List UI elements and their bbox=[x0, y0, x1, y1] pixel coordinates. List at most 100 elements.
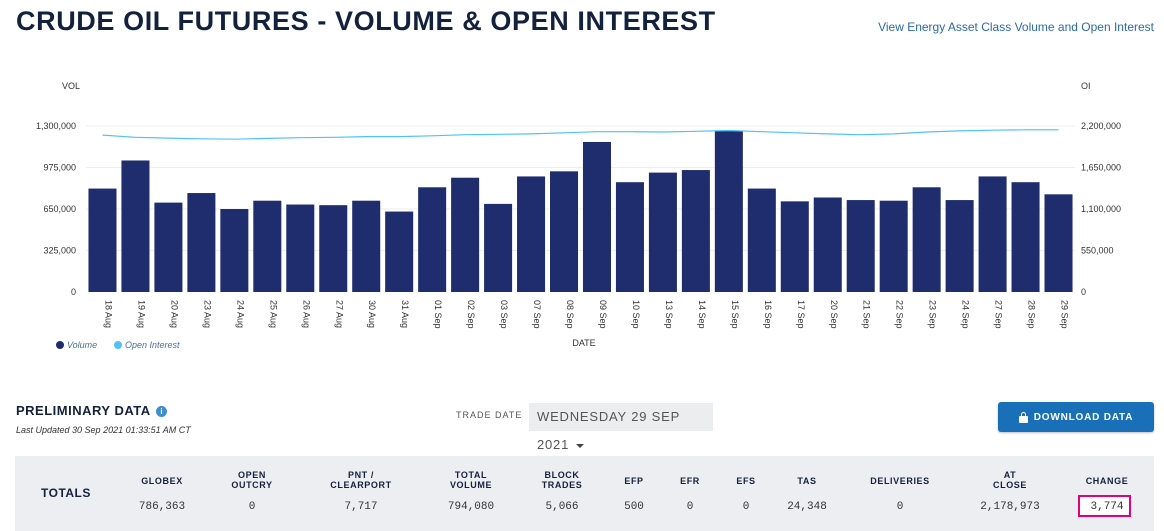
volume-bar bbox=[451, 177, 480, 292]
totals-column-header: CHANGE bbox=[1085, 476, 1129, 486]
volume-bar bbox=[780, 201, 809, 292]
y-tick-right: 1,650,000 bbox=[1081, 163, 1121, 173]
volume-bar bbox=[582, 141, 611, 292]
volume-bar bbox=[253, 200, 282, 292]
totals-column-value: 794,080 bbox=[447, 501, 495, 513]
open-interest-line bbox=[102, 129, 1059, 140]
volume-bar bbox=[286, 204, 315, 292]
y-tick-right: 550,000 bbox=[1081, 246, 1114, 256]
y-tick-right: 0 bbox=[1081, 287, 1086, 297]
legend-swatch-volume bbox=[56, 341, 64, 349]
x-tick-label: 30 Aug bbox=[367, 300, 377, 328]
x-tick-label: 10 Sep bbox=[631, 300, 641, 329]
x-tick-label: 01 Sep bbox=[433, 300, 443, 329]
totals-table: TOTALS GLOBEX 786,363 OPEN OUTCRY 0 PNT / CLEA… bbox=[15, 456, 1154, 531]
y-axis-title-right: OI bbox=[1081, 81, 1091, 91]
lock-icon bbox=[1018, 411, 1028, 423]
legend-swatch-open-interest bbox=[114, 341, 122, 349]
volume-bar bbox=[154, 202, 183, 292]
energy-volume-oi-link[interactable]: View Energy Asset Class Volume and Open … bbox=[878, 20, 1154, 34]
totals-column-header: EFR bbox=[680, 476, 700, 486]
volume-bar bbox=[319, 205, 348, 292]
x-tick-label: 08 Sep bbox=[565, 300, 575, 329]
x-tick-label: 31 Aug bbox=[400, 300, 410, 328]
download-data-button[interactable]: DOWNLOAD DATA bbox=[998, 402, 1154, 432]
x-tick-label: 24 Sep bbox=[961, 300, 971, 329]
volume-bar bbox=[1011, 182, 1040, 292]
x-tick-label: 09 Sep bbox=[598, 300, 608, 329]
volume-bar bbox=[550, 171, 579, 292]
totals-column-value: 0 bbox=[896, 501, 904, 513]
x-tick-label: 03 Sep bbox=[499, 300, 509, 329]
y-tick-left: 1,300,000 bbox=[36, 121, 76, 131]
x-tick-label: 15 Sep bbox=[730, 300, 740, 329]
y-tick-left: 650,000 bbox=[43, 204, 76, 214]
page-title: CRUDE OIL FUTURES - VOLUME & OPEN INTERE… bbox=[16, 6, 716, 36]
totals-column-value: 2,178,973 bbox=[980, 501, 1040, 513]
totals-column-value: 7,717 bbox=[344, 501, 378, 513]
totals-column-value: 0 bbox=[248, 501, 256, 513]
trade-date-value: WEDNESDAY 29 SEP 2021 bbox=[537, 409, 680, 452]
info-icon[interactable]: i bbox=[156, 406, 168, 418]
preliminary-data-label: PRELIMINARY DATA bbox=[16, 403, 151, 418]
totals-column-value: 3,774 bbox=[1090, 501, 1124, 513]
last-updated-text: Last Updated 30 Sep 2021 01:33:51 AM CT bbox=[16, 425, 191, 435]
totals-column-header: EFP bbox=[624, 476, 644, 486]
y-axis-title-left: VOL bbox=[62, 81, 80, 91]
x-tick-label: 18 Aug bbox=[103, 300, 113, 328]
x-tick-label: 07 Sep bbox=[532, 300, 542, 329]
x-tick-label: 16 Sep bbox=[763, 300, 773, 329]
x-tick-label: 20 Aug bbox=[169, 300, 179, 328]
totals-column-header: DELIVERIES bbox=[870, 476, 930, 486]
totals-column-value: 0 bbox=[742, 501, 750, 513]
totals-column-header: GLOBEX bbox=[141, 476, 183, 486]
change-highlight-box bbox=[1078, 495, 1131, 517]
trade-date-dropdown[interactable]: WEDNESDAY 29 SEP 2021 bbox=[529, 403, 713, 452]
x-tick-label: 14 Sep bbox=[697, 300, 707, 329]
chevron-down-icon bbox=[575, 443, 584, 448]
x-tick-label: 28 Sep bbox=[1027, 300, 1037, 329]
totals-column-header: OPEN OUTCRY bbox=[231, 470, 273, 490]
x-tick-label: 17 Sep bbox=[796, 300, 806, 329]
x-tick-label: 02 Sep bbox=[466, 300, 476, 329]
x-tick-label: 20 Sep bbox=[829, 300, 839, 329]
x-tick-label: 27 Sep bbox=[994, 300, 1004, 329]
x-tick-label: 23 Aug bbox=[202, 300, 212, 328]
volume-bar bbox=[648, 172, 677, 292]
totals-column-header: TOTAL VOLUME bbox=[449, 470, 493, 490]
y-tick-left: 975,000 bbox=[43, 163, 76, 173]
x-tick-label: 26 Aug bbox=[301, 300, 311, 328]
volume-bar bbox=[978, 176, 1007, 292]
y-tick-right: 2,200,000 bbox=[1081, 121, 1121, 131]
volume-bar bbox=[714, 131, 743, 292]
download-data-label: DOWNLOAD DATA bbox=[1033, 411, 1134, 423]
y-tick-left: 325,000 bbox=[43, 246, 76, 256]
trade-date-label: TRADE DATE bbox=[456, 410, 523, 420]
volume-bar bbox=[385, 211, 414, 292]
x-tick-label: 27 Aug bbox=[334, 300, 344, 328]
totals-column-header: AT CLOSE bbox=[992, 470, 1028, 490]
volume-bar bbox=[615, 182, 644, 292]
x-tick-label: 13 Sep bbox=[664, 300, 674, 329]
x-tick-label: 19 Aug bbox=[136, 300, 146, 328]
x-tick-label: 22 Sep bbox=[895, 300, 905, 329]
volume-bar bbox=[517, 176, 546, 292]
preliminary-data-title: PRELIMINARY DATA i bbox=[16, 403, 168, 418]
volume-bar bbox=[88, 188, 117, 292]
y-tick-right: 1,100,000 bbox=[1081, 204, 1121, 214]
x-tick-label: 21 Sep bbox=[862, 300, 872, 329]
totals-column-value: 500 bbox=[624, 501, 644, 513]
x-tick-label: 23 Sep bbox=[928, 300, 938, 329]
volume-bar bbox=[681, 170, 710, 292]
volume-bar bbox=[121, 160, 150, 292]
volume-bar bbox=[879, 200, 908, 292]
totals-column-value: 0 bbox=[686, 501, 694, 513]
totals-column-header: BLOCK TRADES bbox=[541, 470, 583, 490]
x-tick-label: 25 Aug bbox=[268, 300, 278, 328]
x-tick-label: 24 Aug bbox=[235, 300, 245, 328]
legend-label-open-interest: Open Interest bbox=[125, 340, 180, 350]
totals-column-header: EFS bbox=[736, 476, 756, 486]
totals-column-value: 5,066 bbox=[545, 501, 579, 513]
x-axis-title: DATE bbox=[572, 338, 595, 348]
volume-bar bbox=[912, 187, 941, 292]
